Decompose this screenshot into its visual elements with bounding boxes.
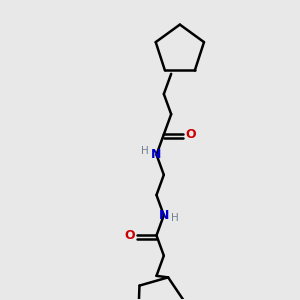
Text: H: H [171, 213, 179, 223]
Text: H: H [141, 146, 149, 156]
Text: N: N [151, 148, 162, 161]
Text: O: O [124, 229, 135, 242]
Text: O: O [185, 128, 196, 141]
Text: N: N [159, 209, 169, 222]
